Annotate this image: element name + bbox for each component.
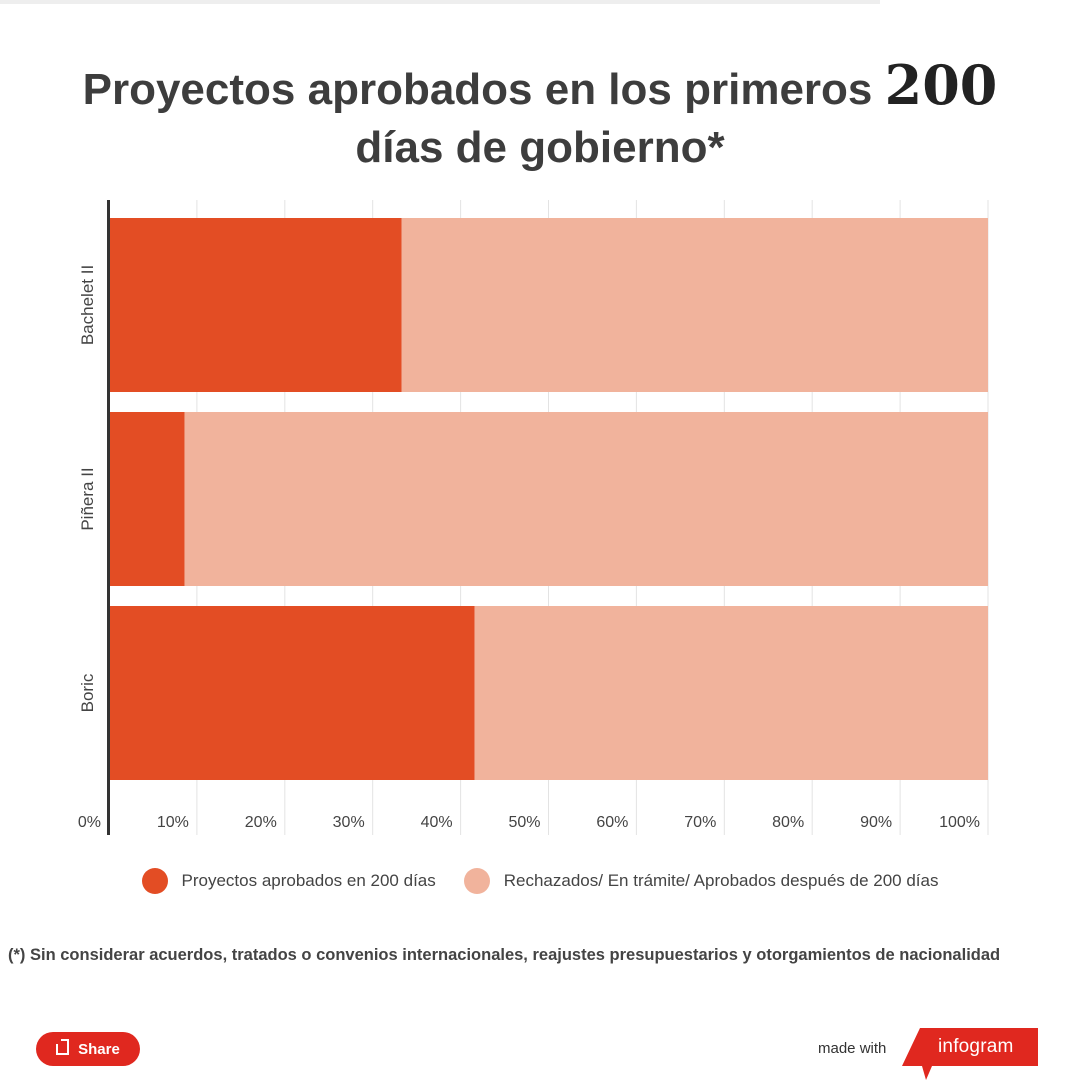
legend-label-approved: Proyectos aprobados en 200 días [181,871,436,890]
x-tick-label: 0% [78,814,101,831]
footnote: (*) Sin considerar acuerdos, tratados o … [8,946,1001,964]
bar-segment-approved[interactable] [109,218,402,392]
category-label: Bachelet II [78,265,97,345]
category-label: Boric [78,673,97,712]
legend-item-other[interactable]: Rechazados/ En trámite/ Aprobados despué… [463,868,939,894]
legend-label-other: Rechazados/ En trámite/ Aprobados despué… [503,871,939,890]
x-tick-label: 50% [508,814,540,831]
legend-swatch-approved [141,868,168,894]
legend-item-approved[interactable]: Proyectos aprobados en 200 días [141,868,436,894]
x-tick-label: 20% [245,814,277,831]
title-line1: Proyectos aprobados en los primeros 200 [82,53,998,117]
title-number: 200 [884,53,998,117]
infogram-logo[interactable]: infogram [902,1028,1040,1080]
x-tick-label: 10% [157,814,189,831]
infogram-logo-shape [902,1028,1038,1080]
share-button[interactable]: Share [36,1032,140,1066]
made-with-label: made with [818,1040,887,1057]
x-tick-label: 60% [596,814,628,831]
bar-segment-other[interactable] [401,218,988,392]
bar-segment-approved[interactable] [109,412,185,586]
legend-swatch-other [463,868,490,894]
category-label: Piñera II [78,467,97,530]
x-tick-label: 90% [860,814,892,831]
bar-segment-approved[interactable] [109,606,475,780]
bar-segment-other[interactable] [474,606,988,780]
x-tick-label: 70% [684,814,716,831]
legend: Proyectos aprobados en 200 días Rechazad… [0,868,1080,894]
x-tick-label: 40% [421,814,453,831]
bar-chart: Bachelet II Piñera II Boric 0% 10% 20% 30% 40% 5… [78,200,989,835]
infogram-brand: infogram [938,1036,1014,1057]
bar-segment-other[interactable] [184,412,988,586]
x-tick-label: 30% [333,814,365,831]
chart-title: Proyectos aprobados en los primeros 200 … [40,56,1040,177]
x-tick-label: 100% [939,814,980,831]
x-tick-label: 80% [772,814,804,831]
title-line2: días de gobierno* [355,123,725,172]
share-label: Share [78,1040,120,1058]
top-strip [0,0,880,4]
share-icon [56,1043,70,1055]
